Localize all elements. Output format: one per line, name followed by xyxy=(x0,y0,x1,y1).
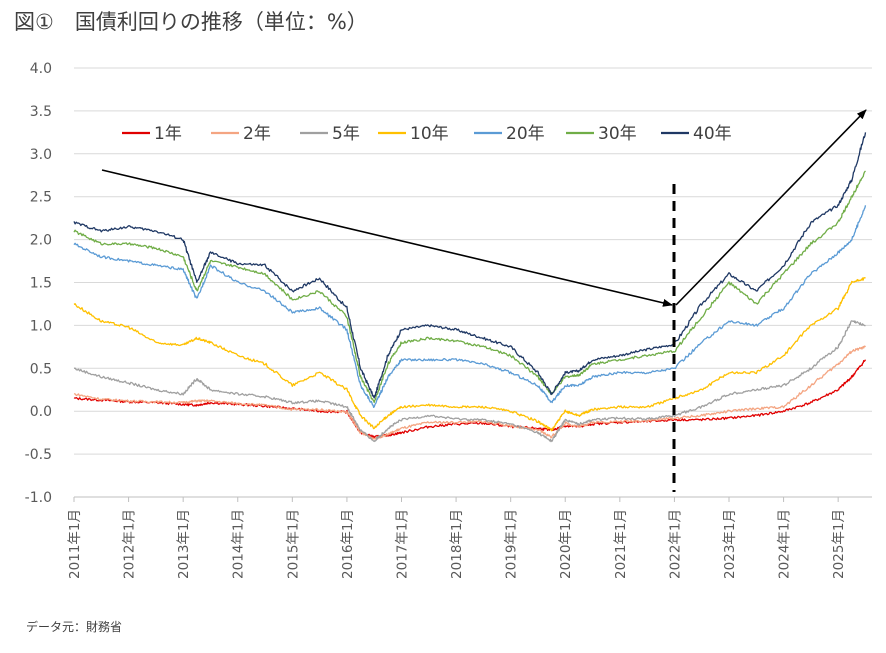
y-axis: 4.0 3.5 3.0 2.5 2.0 1.5 1.0 0.5 0.0 -0.5 -1.0 xyxy=(25,61,52,506)
legend-label: 1年 xyxy=(154,124,182,144)
series-lines xyxy=(73,132,867,443)
x-tick-label: 2015年1月 xyxy=(285,509,301,579)
series-line-7 xyxy=(73,132,867,399)
x-tick-label: 2021年1月 xyxy=(613,509,629,579)
x-axis: 2011年1月 2012年1月 2013年1月 2014年1月 2015年1月 2016年… xyxy=(67,496,872,579)
y-tick-label: 4.0 xyxy=(30,61,52,77)
series-line-1 xyxy=(73,359,867,438)
legend-label: 40年 xyxy=(693,124,732,144)
legend-label: 20年 xyxy=(506,124,545,144)
x-tick-label: 2013年1月 xyxy=(176,509,192,579)
y-tick-label: 0.5 xyxy=(30,361,52,377)
x-tick-label: 2017年1月 xyxy=(394,509,410,579)
series-line-6 xyxy=(73,170,866,404)
series-line-3 xyxy=(73,320,866,443)
x-tick-label: 2023年1月 xyxy=(722,509,738,579)
downtrend-arrow xyxy=(101,169,673,307)
x-tick-label: 2024年1月 xyxy=(777,509,793,579)
legend-label: 5年 xyxy=(332,124,360,144)
y-tick-label: 1.0 xyxy=(30,318,52,334)
y-tick-label: 0.0 xyxy=(30,404,52,420)
legend-label: 2年 xyxy=(243,124,271,144)
y-tick-label: 2.5 xyxy=(30,190,52,206)
series-line-4 xyxy=(73,277,866,432)
y-tick-label: -0.5 xyxy=(25,447,52,463)
y-tick-label: 3.5 xyxy=(30,104,52,120)
x-tick-label: 2019年1月 xyxy=(504,509,520,579)
chart-title: 図① 国債利回りの推移（単位：%） xyxy=(14,10,368,34)
series-line-5 xyxy=(73,205,867,409)
y-tick-label: 3.0 xyxy=(30,147,52,163)
x-tick-label: 2011年1月 xyxy=(67,509,83,579)
legend: 1年 2年 5年 10年 20年 30年 40年 xyxy=(122,124,732,144)
x-tick-label: 2012年1月 xyxy=(122,509,138,579)
y-tick-label: 2.0 xyxy=(30,233,52,249)
annotations xyxy=(101,109,867,492)
data-source: データ元：財務省 xyxy=(26,620,123,634)
series-line-2 xyxy=(73,345,866,440)
x-tick-label: 2025年1月 xyxy=(831,509,847,579)
uptrend-arrow xyxy=(675,109,867,306)
x-tick-label: 2014年1月 xyxy=(231,509,247,579)
x-tick-label: 2018年1月 xyxy=(449,509,465,579)
y-tick-label: -1.0 xyxy=(25,490,52,506)
x-tick-label: 2016年1月 xyxy=(340,509,356,579)
legend-label: 10年 xyxy=(410,124,449,144)
x-tick-label: 2022年1月 xyxy=(667,509,683,579)
x-tick-label: 2020年1月 xyxy=(558,509,574,579)
y-tick-label: 1.5 xyxy=(30,276,52,292)
legend-label: 30年 xyxy=(598,124,637,144)
